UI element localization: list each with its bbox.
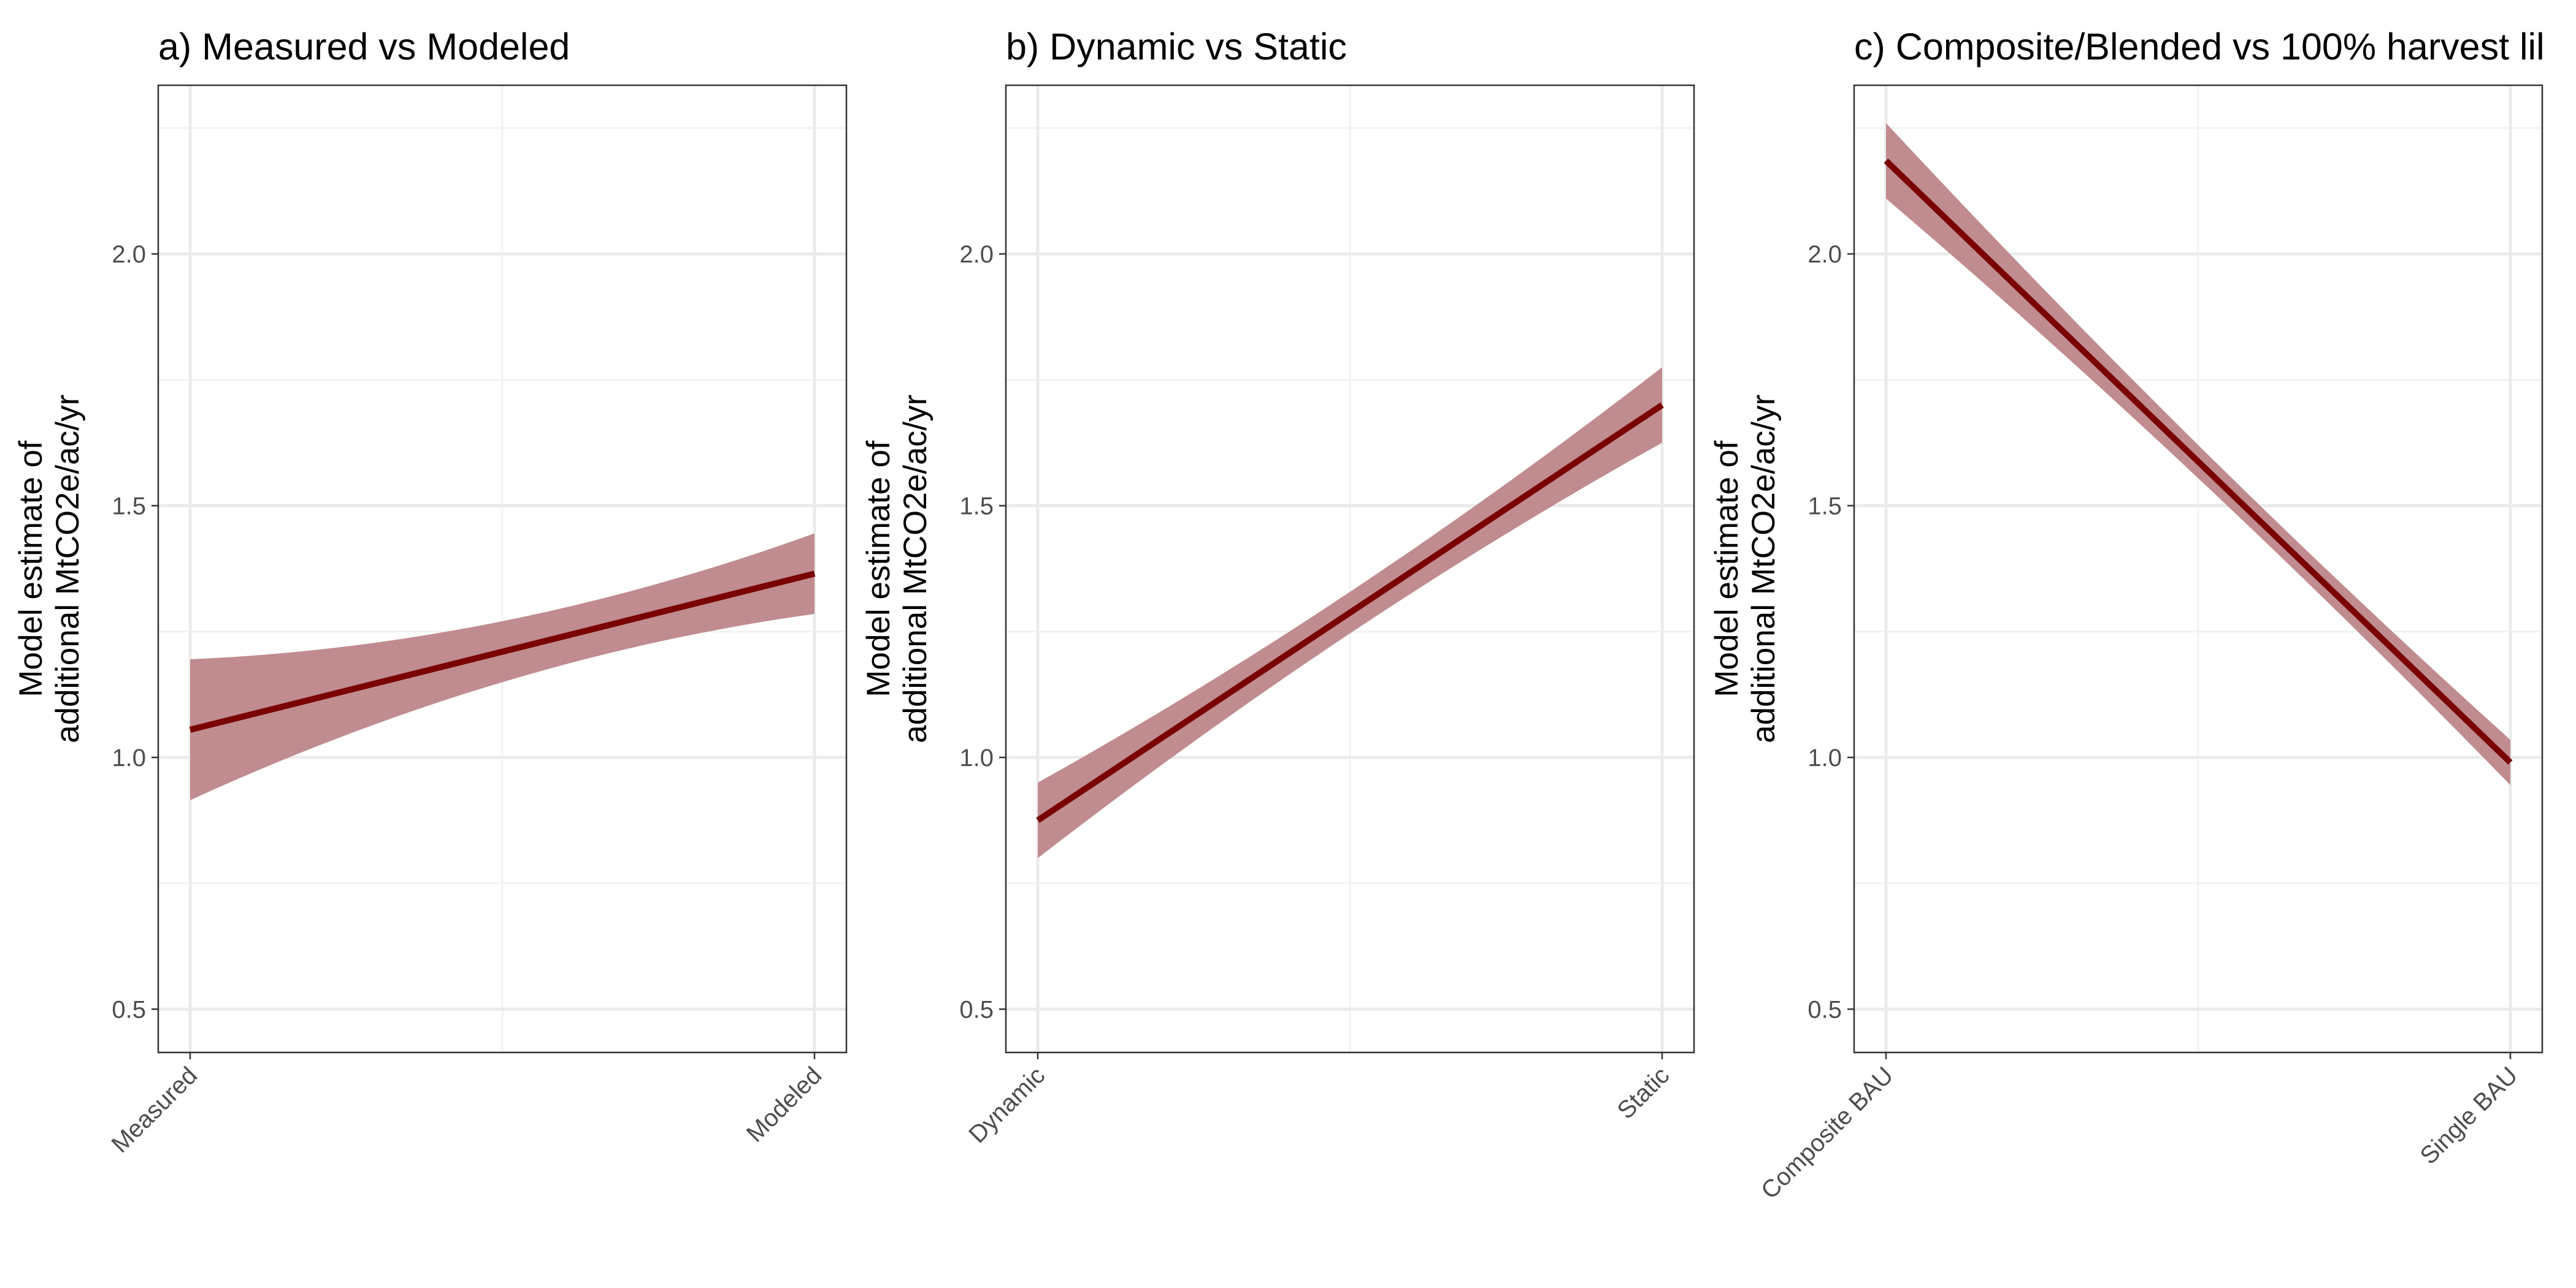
panel-2-title: b) Dynamic vs Static xyxy=(1006,26,1347,67)
panel-3-title: c) Composite/Blended vs 100% harvest lil xyxy=(1854,26,2545,67)
panel-3-y-tick-label-3: 1.5 xyxy=(1807,493,1842,519)
panel-1-y-axis-title-line-2: additional MtCO2e/ac/yr xyxy=(50,394,86,743)
panel-2-border xyxy=(1005,84,1695,1054)
panel-3-y-axis-title-line-2: additional MtCO2e/ac/yr xyxy=(1746,394,1782,743)
panel-1-y-tick-label-2: 1.0 xyxy=(112,745,146,772)
panel-3-border xyxy=(1853,84,2543,1054)
panel-1-title: a) Measured vs Modeled xyxy=(158,26,570,67)
panel-2-y-tick-label-4: 2.0 xyxy=(959,241,994,268)
panel-3-y-tick-label-2: 1.0 xyxy=(1807,745,1842,772)
panel-1-y-tick-label-4: 2.0 xyxy=(112,241,146,268)
panel-2-y-tick-label-2: 1.0 xyxy=(959,745,994,772)
panel-1-y-tick-label-1: 0.5 xyxy=(112,996,146,1023)
panel-1-border xyxy=(157,84,848,1054)
panel-3-confidence-ribbon xyxy=(1886,123,2510,786)
panel-3-y-tick-label-4: 2.0 xyxy=(1807,241,1842,268)
panel-1-y-tick-label-3: 1.5 xyxy=(112,493,146,519)
panel-2-estimate-line xyxy=(1036,402,1664,823)
panel-1-estimate-line xyxy=(189,570,816,733)
panel-1-confidence-ribbon xyxy=(190,533,815,800)
panel-3-estimate-line xyxy=(1884,158,2513,765)
panel-2-y-axis-title-line-1: Model estimate of xyxy=(861,440,897,697)
panel-2-y-tick-label-1: 0.5 xyxy=(959,996,994,1023)
panel-2-y-tick-label-3: 1.5 xyxy=(959,493,994,519)
panel-2-y-axis-title-line-2: additional MtCO2e/ac/yr xyxy=(897,394,933,743)
panel-3-y-tick-label-1: 0.5 xyxy=(1807,996,1842,1023)
panel-3-y-axis-title-line-1: Model estimate of xyxy=(1709,440,1745,697)
panel-1-y-axis-title-line-1: Model estimate of xyxy=(13,440,49,697)
